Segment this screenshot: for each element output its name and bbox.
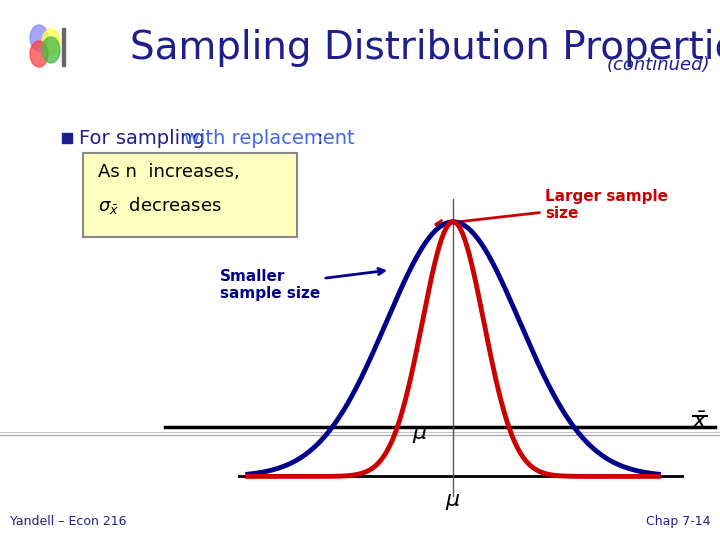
Text: Larger sample
size: Larger sample size: [436, 189, 668, 227]
Text: $\mu$: $\mu$: [413, 425, 428, 445]
Text: Sampling Distribution Properties: Sampling Distribution Properties: [130, 29, 720, 67]
Ellipse shape: [30, 25, 48, 51]
Ellipse shape: [42, 29, 60, 55]
Text: Yandell – Econ 216: Yandell – Econ 216: [10, 515, 127, 528]
Text: $\bar{x}$: $\bar{x}$: [692, 412, 708, 432]
Text: (continued): (continued): [606, 56, 710, 74]
Text: :: :: [317, 129, 323, 147]
Ellipse shape: [30, 41, 48, 67]
Text: with replacement: with replacement: [184, 129, 355, 147]
Text: $\sigma_{\bar{x}}$  decreases: $\sigma_{\bar{x}}$ decreases: [98, 194, 222, 215]
Text: Smaller
sample size: Smaller sample size: [220, 268, 384, 301]
Bar: [62, 28, 65, 66]
Text: Chap 7-14: Chap 7-14: [646, 515, 710, 528]
Text: As n  increases,: As n increases,: [98, 163, 240, 181]
Text: For sampling: For sampling: [79, 129, 211, 147]
Ellipse shape: [42, 37, 60, 63]
Text: $\mu$: $\mu$: [446, 492, 461, 512]
Bar: [62, 133, 72, 143]
FancyBboxPatch shape: [83, 153, 297, 237]
